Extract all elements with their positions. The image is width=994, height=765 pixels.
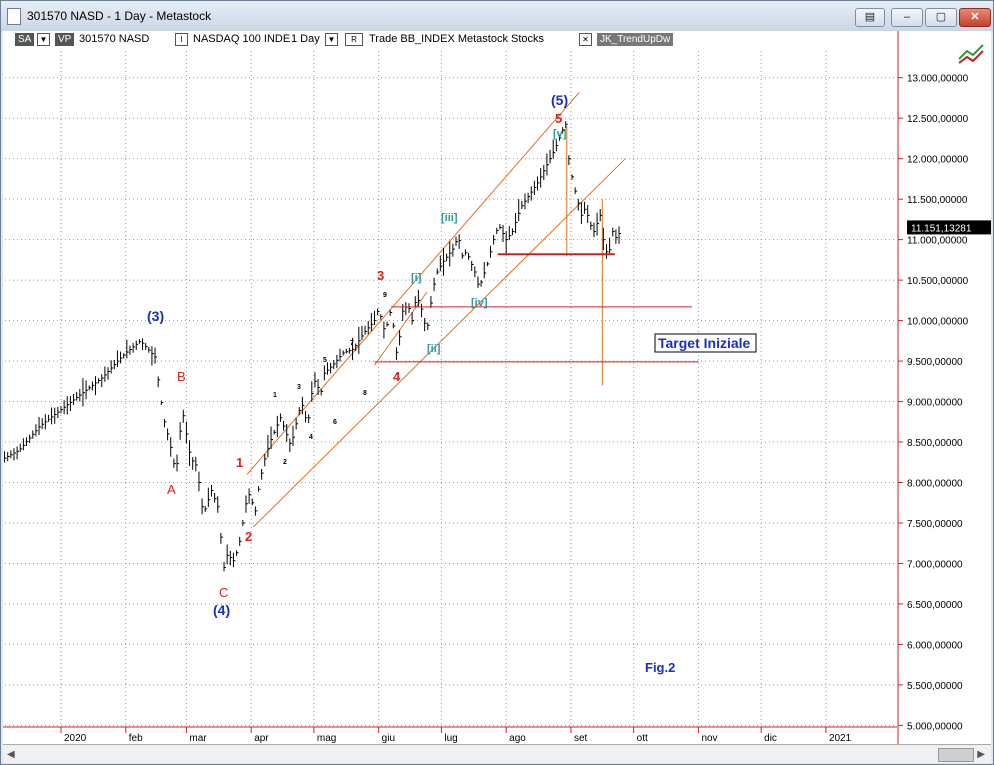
wave-label-blue: (4) [213,602,230,618]
target-box [654,333,757,353]
index-toggle[interactable]: I [175,33,188,46]
y-tick-label: 9.500,00000 [907,357,963,368]
y-tick-label: 8.500,00000 [907,438,963,449]
wave-label-teal: [i] [411,272,422,284]
indicator-label[interactable]: JK_TrendUpDw [597,33,674,46]
chart-area[interactable]: SA ▼ VP 301570 NASD I NASDAQ 100 INDE 1 … [3,31,991,744]
y-tick-label: 11.000,00000 [907,236,968,247]
x-tick-label: ott [637,733,648,744]
wave-label-teal: [iii] [441,212,458,224]
scroll-left-icon[interactable]: ◀ [7,749,15,760]
wave-label-teal: [v] [553,128,567,140]
x-tick-label: mar [189,733,207,744]
wave-label-red: 3 [377,268,384,283]
y-tick-label: 11.500,00000 [907,195,968,206]
scroll-thumb[interactable] [938,748,974,762]
y-tick-label: 12.500,00000 [907,114,969,125]
x-tick-label: nov [701,733,717,744]
x-tick-label: mag [317,733,336,744]
y-tick-label: 10.000,00000 [907,317,969,328]
last-price-label: 11.151,13281 [911,223,972,234]
x-tick-label: 2021 [829,733,852,744]
minor-wave-label: 7 [350,340,354,347]
channel-lower [252,158,626,528]
figure-label: Fig.2 [645,660,675,675]
last-price-box [907,220,991,235]
r-box[interactable]: R [345,33,363,46]
x-tick-label: 2020 [64,733,87,744]
wave-label-red: A [167,482,176,497]
x-tick-label: dic [764,733,777,744]
minor-wave-label: 2 [283,459,287,466]
minor-wave-label: 3 [297,384,301,391]
x-tick-label: apr [254,733,269,744]
y-tick-label: 8.000,00000 [907,479,963,490]
dropdown-icon[interactable]: ▼ [37,33,50,46]
x-tick-label: feb [129,733,143,744]
target-iniziale-label: Target Iniziale [658,335,751,351]
y-tick-label: 5.500,00000 [907,681,963,692]
minor-wave-label: 4 [309,434,313,441]
trade-text: Trade BB_INDEX Metastock Stocks [369,33,545,45]
x-tick-label: giu [382,733,395,744]
sa-button[interactable]: SA [15,33,35,46]
restore-icon[interactable]: ▢ [925,8,957,27]
security-name: 301570 NASD [79,33,150,45]
y-tick-label: 6.500,00000 [907,600,963,611]
wave-label-red: 2 [245,529,252,544]
wave-label-red: 4 [393,369,401,384]
y-tick-label: 7.500,00000 [907,519,963,530]
vp-button[interactable]: VP [55,33,75,46]
window-title: 301570 NASD - 1 Day - Metastock [27,9,212,23]
wave-label-red: 1 [236,455,243,470]
minor-wave-label: 9 [383,292,387,299]
horizontal-scrollbar[interactable]: ◀ ▶ [3,744,991,763]
wave-label-teal: [iv] [471,297,488,309]
minor-wave-label: 8 [363,390,367,397]
wave-label-blue: (5) [551,92,568,108]
indicator-close[interactable]: ✕ [579,33,592,46]
minimize-icon[interactable]: – [891,8,923,27]
wave-label-teal: [ii] [427,343,441,355]
period-dropdown[interactable]: ▼ [325,33,338,46]
x-tick-label: set [574,733,588,744]
indicator-icon[interactable]: ▤ [855,8,885,27]
minor-wave-label: 5 [323,357,327,364]
x-tick-label: ago [509,733,526,744]
y-tick-label: 5.000,00000 [907,721,963,732]
app-icon [7,8,21,25]
close-icon[interactable]: ✕ [959,8,991,27]
x-tick-label: lug [444,733,457,744]
wave-label-blue: (3) [147,308,164,324]
y-tick-label: 6.000,00000 [907,640,963,651]
minor-wave-label: 6 [333,419,337,426]
index-label: NASDAQ 100 INDE [193,33,291,45]
wave-label-red: 5 [555,111,562,126]
wave-label-red: C [219,585,228,600]
y-tick-label: 12.000,00000 [907,155,969,166]
trend-icon[interactable] [955,41,987,67]
price-chart[interactable]: 1 2 3 4 5 A B C (3) (4) (5) [i] [ii] [iii] [iv] [v] 1 2 3 4… [3,31,991,744]
wave-label-red: B [177,369,186,384]
y-tick-label: 7.000,00000 [907,559,963,570]
period-label: 1 Day [291,33,320,45]
minor-wave-label: 1 [273,392,277,399]
y-tick-label: 9.000,00000 [907,398,963,409]
y-tick-label: 13.000,00000 [907,74,969,85]
y-tick-label: 10.500,00000 [907,276,969,287]
title-bar[interactable]: 301570 NASD - 1 Day - Metastock ▤ – ▢ ✕ [1,1,993,31]
scroll-right-icon[interactable]: ▶ [977,749,985,760]
channel-mid [374,291,428,366]
